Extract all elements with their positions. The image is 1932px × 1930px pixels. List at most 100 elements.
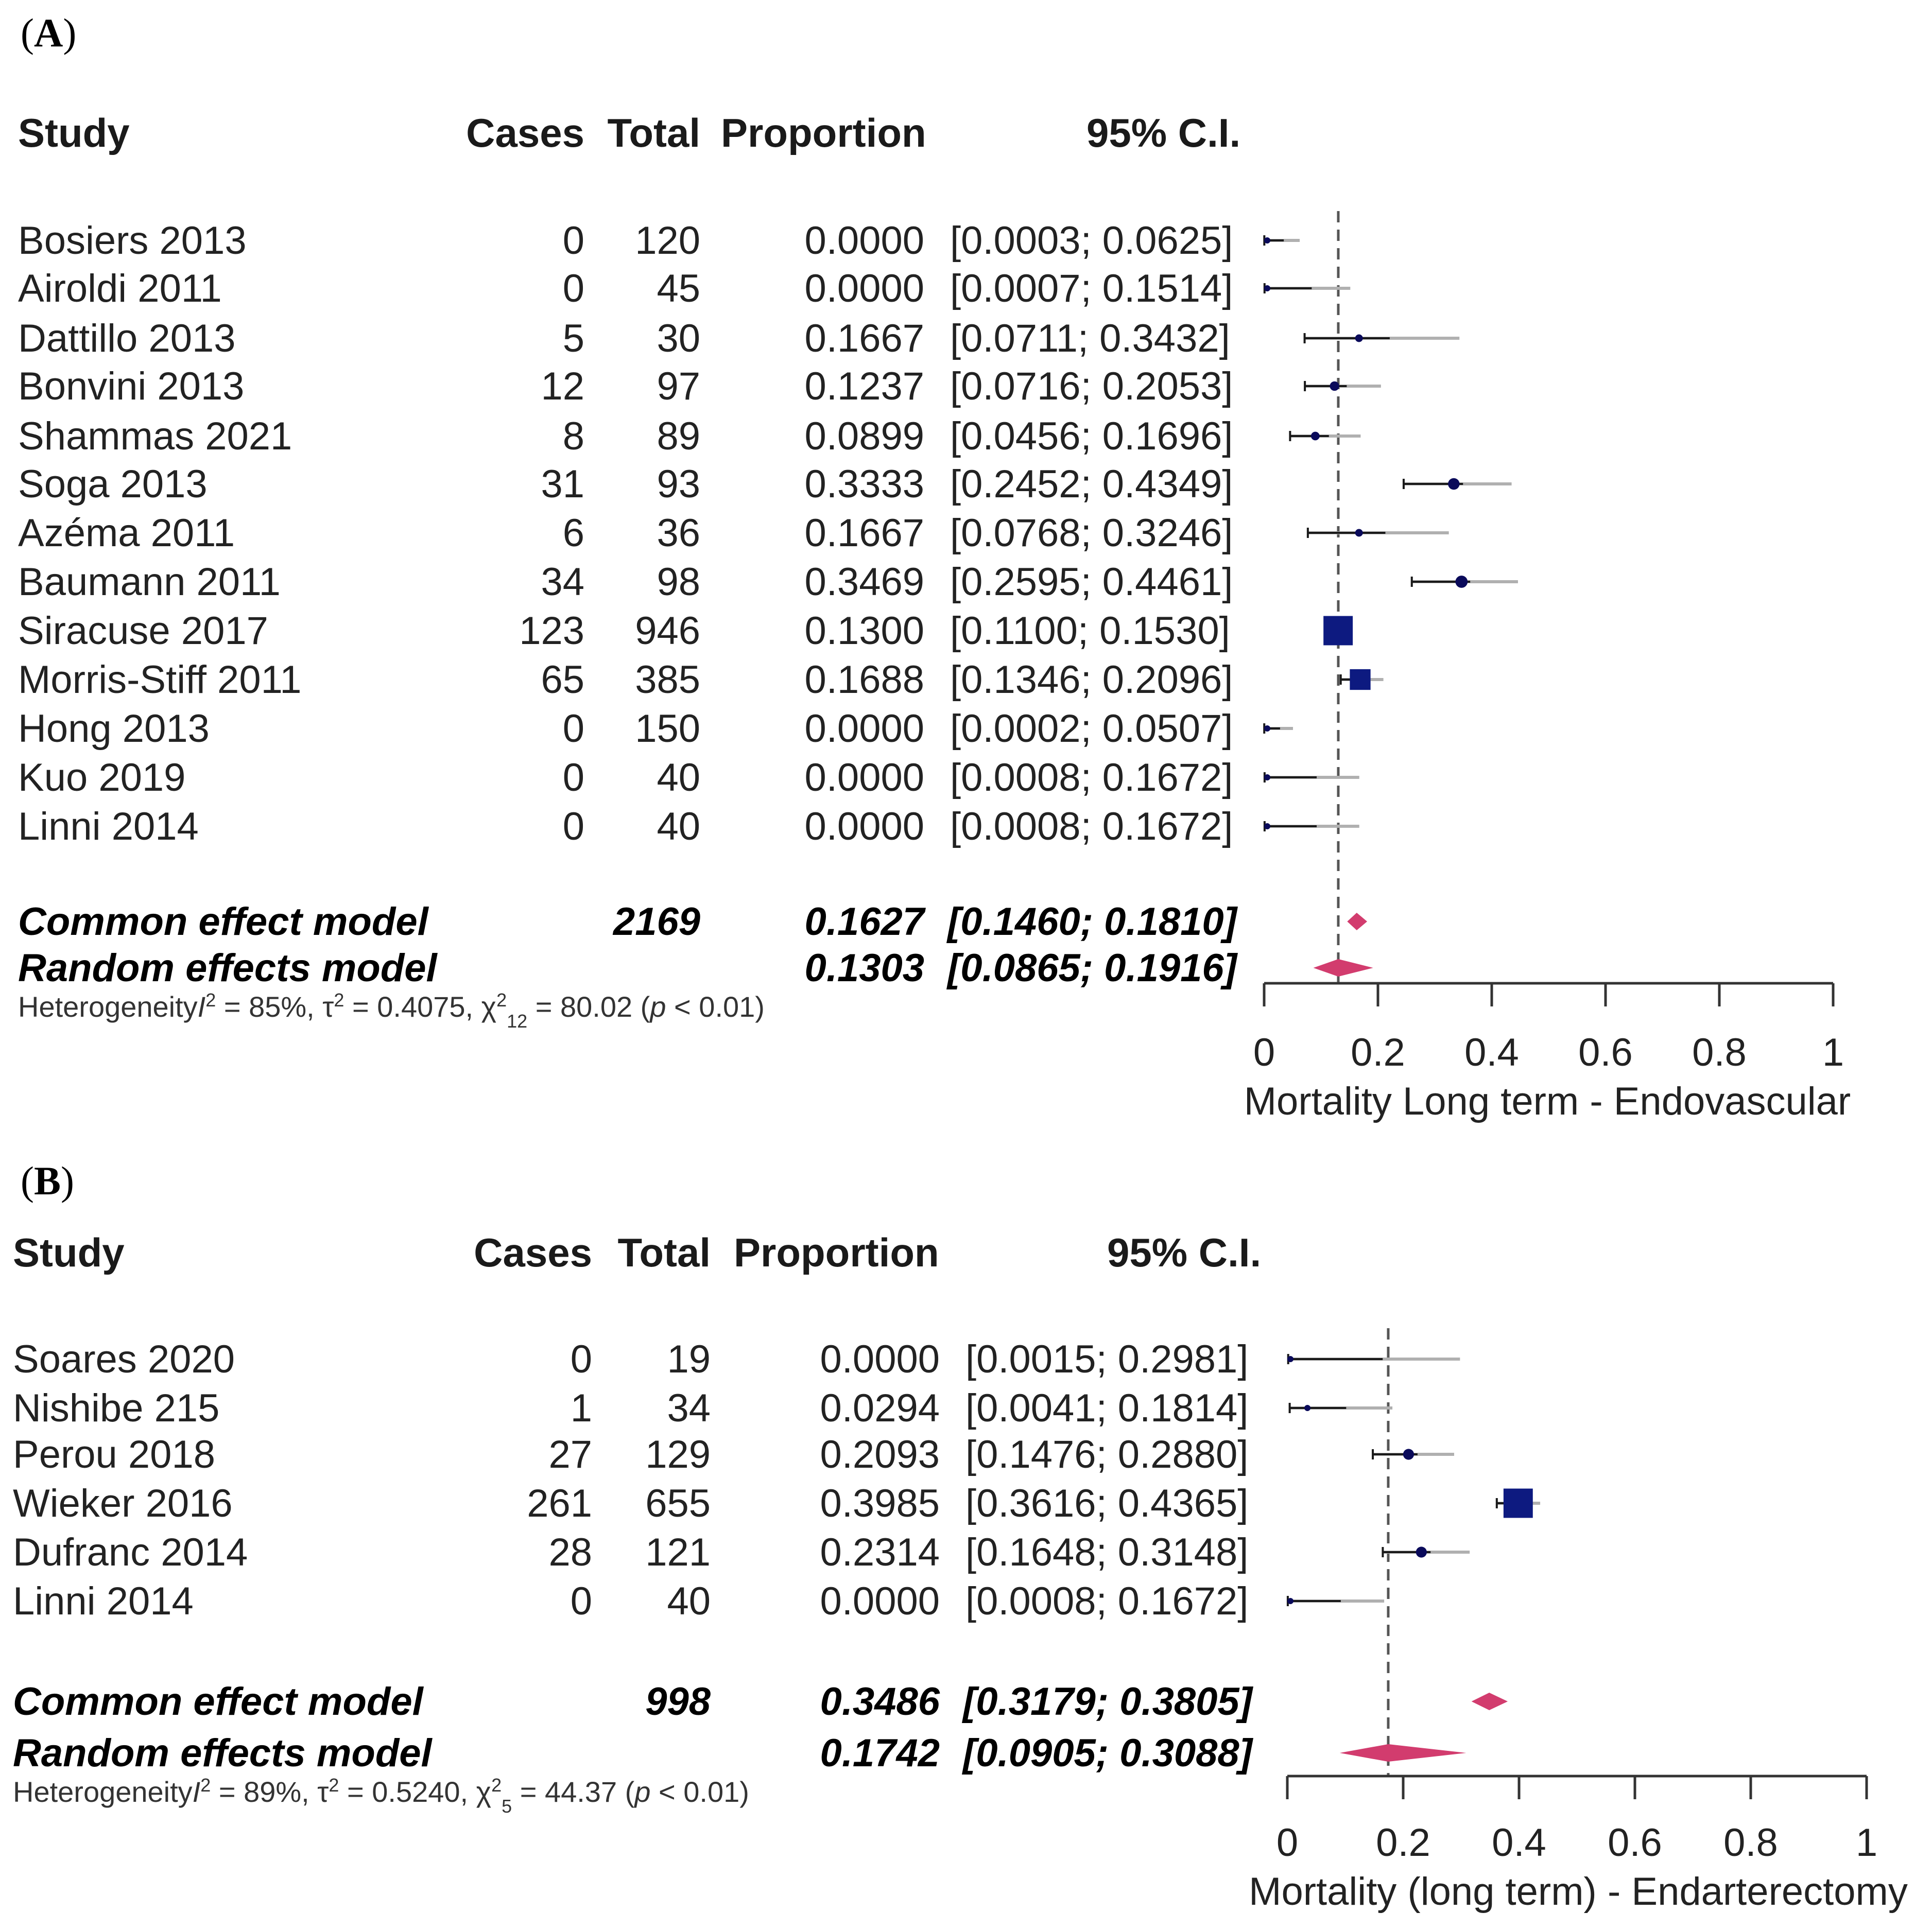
study-ci: [0.1648; 0.3148] bbox=[965, 1531, 1248, 1574]
common-diamond bbox=[1347, 913, 1368, 930]
study-cases: 5 bbox=[563, 317, 584, 360]
study-square bbox=[1350, 669, 1371, 690]
study-name: Dattillo 2013 bbox=[18, 317, 236, 360]
study-total: 129 bbox=[645, 1433, 711, 1476]
common-model-label: Common effect model bbox=[13, 1680, 424, 1724]
tick-label: 0.2 bbox=[1376, 1821, 1430, 1865]
study-cases: 1 bbox=[571, 1386, 592, 1430]
study-total: 121 bbox=[645, 1531, 711, 1574]
study-total: 946 bbox=[635, 609, 700, 653]
study-name: Bosiers 2013 bbox=[18, 219, 247, 263]
study-proportion: 0.2314 bbox=[820, 1531, 940, 1574]
study-cases: 0 bbox=[563, 267, 584, 310]
study-cases: 34 bbox=[541, 560, 584, 604]
study-ci: [0.0007; 0.1514] bbox=[950, 267, 1233, 310]
table-row: Airoldi 2011 0 45 0.0000 [0.0007; 0.1514] bbox=[18, 267, 1351, 310]
study-ci: [0.0716; 0.2053] bbox=[950, 364, 1233, 408]
study-cases: 0 bbox=[571, 1579, 592, 1623]
study-total: 385 bbox=[635, 658, 700, 702]
study-total: 36 bbox=[657, 511, 700, 555]
random-ci: [0.0865; 0.1916] bbox=[946, 946, 1238, 990]
study-cases: 261 bbox=[527, 1482, 592, 1525]
study-point bbox=[1310, 431, 1320, 441]
study-cases: 12 bbox=[541, 364, 584, 408]
study-total: 655 bbox=[645, 1482, 711, 1525]
study-cases: 6 bbox=[563, 511, 584, 555]
study-ci: [0.0008; 0.1672] bbox=[950, 756, 1233, 799]
study-proportion: 0.0899 bbox=[805, 414, 924, 458]
table-row: Soares 2020 0 19 0.0000 [0.0015; 0.2981] bbox=[13, 1337, 1460, 1381]
header-proportion: Proportion bbox=[734, 1230, 939, 1275]
study-total: 150 bbox=[635, 707, 700, 751]
random-ci: [0.0905; 0.3088] bbox=[962, 1731, 1254, 1775]
column-headers: Study Cases Total Proportion 95% C.I. bbox=[13, 1230, 1261, 1275]
table-row: Bosiers 2013 0 120 0.0000 [0.0003; 0.0625] bbox=[18, 219, 1300, 263]
study-name: Shammas 2021 bbox=[18, 414, 292, 458]
study-point bbox=[1287, 1356, 1293, 1362]
study-cases: 0 bbox=[563, 805, 584, 848]
study-cases: 27 bbox=[548, 1433, 592, 1476]
common-model-label: Common effect model bbox=[18, 900, 429, 944]
tick-label: 0.6 bbox=[1578, 1031, 1633, 1074]
study-total: 30 bbox=[657, 317, 700, 360]
study-total: 19 bbox=[667, 1337, 711, 1381]
study-name: Soares 2020 bbox=[13, 1337, 235, 1381]
header-cases: Cases bbox=[466, 110, 584, 155]
random-model-label: Random effects model bbox=[13, 1731, 433, 1775]
table-row: Bonvini 2013 12 97 0.1237 [0.0716; 0.2053] bbox=[18, 364, 1381, 408]
x-axis-title: Mortality Long term - Endovascular bbox=[1244, 1080, 1851, 1123]
forest-panel-b: (B) Study Cases Total Proportion 95% C.I. Soar… bbox=[13, 1158, 1908, 1914]
common-diamond bbox=[1471, 1693, 1508, 1710]
study-proportion: 0.1237 bbox=[805, 364, 924, 408]
tick-label: 0.6 bbox=[1608, 1821, 1662, 1865]
table-row: Dattillo 2013 5 30 0.1667 [0.0711; 0.3432] bbox=[18, 317, 1460, 360]
study-proportion: 0.3985 bbox=[820, 1482, 940, 1525]
x-axis: 0 0.2 0.4 0.6 0.8 1 Mortality Long term - Endo… bbox=[1244, 982, 1851, 1123]
study-square bbox=[1323, 616, 1353, 646]
study-name: Nishibe 215 bbox=[13, 1386, 219, 1430]
table-row: Hong 2013 0 150 0.0000 [0.0002; 0.0507] bbox=[18, 707, 1293, 751]
study-point bbox=[1448, 478, 1460, 490]
table-row: Baumann 2011 34 98 0.3469 [0.2595; 0.4461] bbox=[18, 560, 1518, 604]
table-row: Kuo 2019 0 40 0.0000 [0.0008; 0.1672] bbox=[18, 756, 1359, 799]
study-total: 45 bbox=[657, 267, 700, 310]
study-total: 89 bbox=[657, 414, 700, 458]
study-proportion: 0.0000 bbox=[805, 707, 924, 751]
study-proportion: 0.0000 bbox=[820, 1579, 940, 1623]
random-model-label: Random effects model bbox=[18, 946, 438, 990]
common-total: 998 bbox=[645, 1680, 711, 1724]
study-point bbox=[1264, 725, 1270, 732]
study-proportion: 0.2093 bbox=[820, 1433, 940, 1476]
study-point bbox=[1355, 529, 1363, 537]
study-ci: [0.0002; 0.0507] bbox=[950, 707, 1233, 751]
tick-label: 0 bbox=[1276, 1821, 1298, 1865]
study-ci: [0.1346; 0.2096] bbox=[950, 658, 1233, 702]
study-ci: [0.0768; 0.3246] bbox=[950, 511, 1233, 555]
study-proportion: 0.0000 bbox=[805, 805, 924, 848]
study-ci: [0.0041; 0.1814] bbox=[965, 1386, 1248, 1430]
random-diamond bbox=[1313, 959, 1373, 977]
study-ci: [0.2595; 0.4461] bbox=[950, 560, 1233, 604]
panel-label: (A) bbox=[21, 10, 76, 55]
common-effect-row: Common effect model 2169 0.1627 [0.1460; 0.… bbox=[18, 900, 1368, 944]
study-cases: 123 bbox=[519, 609, 584, 653]
study-proportion: 0.1667 bbox=[805, 317, 924, 360]
study-point bbox=[1264, 237, 1270, 244]
study-ci: [0.0003; 0.0625] bbox=[950, 219, 1233, 263]
study-name: Bonvini 2013 bbox=[18, 364, 244, 408]
tick-label: 0.4 bbox=[1464, 1031, 1519, 1074]
study-proportion: 0.3333 bbox=[805, 462, 924, 506]
study-proportion: 0.0000 bbox=[805, 267, 924, 310]
table-row: Shammas 2021 8 89 0.0899 [0.0456; 0.1696] bbox=[18, 414, 1361, 458]
study-total: 98 bbox=[657, 560, 700, 604]
random-proportion: 0.1742 bbox=[820, 1731, 940, 1775]
tick-label: 0.2 bbox=[1351, 1031, 1405, 1074]
study-ci: [0.1100; 0.1530] bbox=[950, 609, 1230, 653]
header-total: Total bbox=[617, 1230, 711, 1275]
x-axis: 0 0.2 0.4 0.6 0.8 1 Mortality (long term) - En… bbox=[1249, 1775, 1908, 1914]
table-row: Soga 2013 31 93 0.3333 [0.2452; 0.4349] bbox=[18, 462, 1512, 506]
study-cases: 0 bbox=[571, 1337, 592, 1381]
study-point bbox=[1304, 1405, 1311, 1411]
study-total: 40 bbox=[657, 756, 700, 799]
study-name: Dufranc 2014 bbox=[13, 1531, 248, 1574]
